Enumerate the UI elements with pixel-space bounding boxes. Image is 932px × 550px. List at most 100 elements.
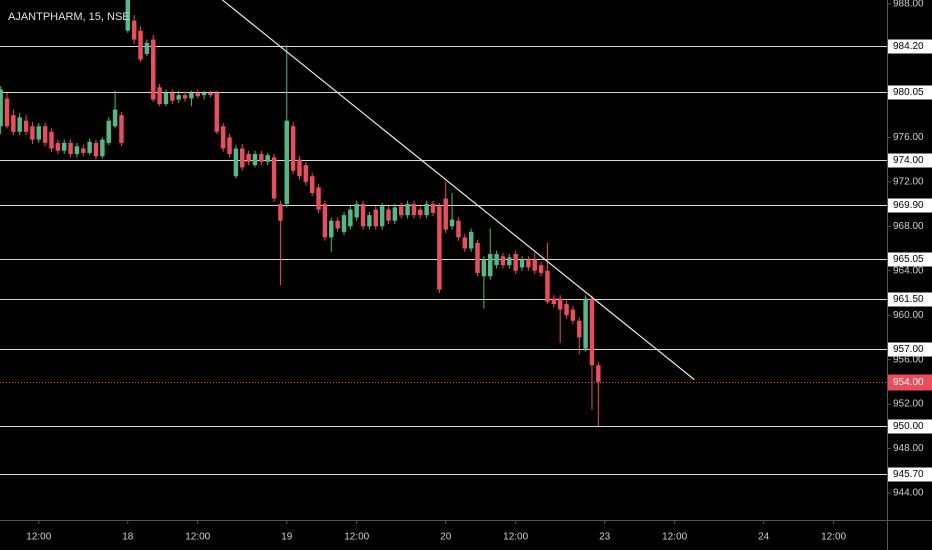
- y-tick-label: 960.00: [893, 310, 924, 321]
- candle-body: [100, 139, 105, 157]
- candle-body: [112, 109, 118, 127]
- candle-body: [526, 259, 531, 268]
- candle-body: [201, 92, 207, 96]
- candle-body: [551, 298, 557, 305]
- candle-body: [106, 120, 111, 143]
- level-label: 961.50: [893, 294, 924, 305]
- candle-body: [233, 148, 239, 177]
- x-tick-label: 18: [122, 532, 134, 543]
- level-label: 969.90: [893, 200, 924, 211]
- candle-body: [430, 204, 436, 213]
- y-tick-label: 968.00: [893, 221, 924, 232]
- candle-body: [55, 142, 61, 151]
- candle-body: [68, 142, 73, 155]
- candle-body: [373, 209, 379, 227]
- candle-body: [405, 204, 410, 216]
- candle-body: [322, 204, 328, 238]
- level-label-box: [888, 292, 932, 307]
- candle-body: [360, 204, 366, 227]
- candle-body: [252, 154, 258, 166]
- level-label-box: [888, 252, 932, 267]
- candle-body: [125, 0, 131, 31]
- level-label: 945.70: [893, 469, 924, 480]
- candle-body: [151, 39, 156, 100]
- candle-body: [195, 92, 200, 97]
- x-tick-label: 23: [599, 532, 611, 543]
- candle-body: [341, 215, 347, 232]
- candle-body: [583, 298, 588, 349]
- candle-body: [303, 165, 309, 182]
- candle-body: [144, 42, 150, 55]
- candle-body: [532, 259, 537, 271]
- level-label-box: [888, 198, 932, 213]
- x-tick-label: 12:00: [344, 532, 369, 543]
- level-label: 950.00: [893, 421, 924, 432]
- level-label: 957.00: [893, 344, 924, 355]
- level-label: 984.20: [893, 41, 924, 52]
- candle-body: [481, 259, 487, 277]
- trendline: [221, 0, 695, 381]
- candle-body: [131, 20, 137, 40]
- candle-body: [379, 206, 385, 227]
- last-price-box: [888, 374, 932, 391]
- candle-body: [93, 142, 99, 157]
- candle-body: [182, 95, 188, 99]
- y-tick-label: 976.00: [893, 132, 924, 143]
- y-tick-label: 948.00: [893, 443, 924, 454]
- candle-body: [49, 131, 54, 149]
- candle-body: [11, 115, 16, 132]
- candle-body: [74, 146, 80, 155]
- candle-body: [519, 259, 525, 268]
- candle-body: [163, 92, 169, 105]
- candle-body: [437, 206, 442, 290]
- candle-body: [81, 148, 86, 153]
- candle-body: [538, 265, 544, 273]
- x-tick-label: 24: [758, 532, 770, 543]
- last-price-label: 954.00: [893, 377, 924, 388]
- x-tick-label: 12:00: [26, 532, 51, 543]
- candle-body: [297, 159, 302, 177]
- candle-body: [468, 231, 474, 249]
- y-tick-label: 952.00: [893, 399, 924, 410]
- candle-body: [278, 204, 283, 221]
- candle-body: [214, 92, 220, 132]
- x-tick-label: 19: [281, 532, 293, 543]
- candle-body: [386, 209, 391, 221]
- candle-body: [265, 155, 270, 162]
- candle-body: [557, 298, 563, 310]
- candle-body: [392, 207, 398, 221]
- level-label-box: [888, 419, 932, 434]
- candle-body: [61, 142, 67, 151]
- candle-body: [189, 92, 194, 99]
- candle-body: [208, 92, 213, 96]
- candle-body: [564, 304, 569, 316]
- candle-body: [335, 220, 340, 229]
- candle-body: [494, 254, 499, 266]
- candle-body: [329, 220, 334, 238]
- candle-body: [367, 215, 372, 227]
- y-tick-label: 972.00: [893, 176, 924, 187]
- candle-body: [246, 154, 251, 162]
- x-tick-label: 20: [440, 532, 452, 543]
- level-label: 974.00: [893, 155, 924, 166]
- level-label-box: [888, 39, 932, 54]
- candle-body: [589, 298, 595, 366]
- level-label: 965.05: [893, 254, 924, 265]
- y-tick-label: 988.00: [893, 0, 924, 10]
- candle-body: [36, 126, 42, 140]
- candle-body: [4, 98, 10, 127]
- candle-body: [449, 219, 455, 227]
- chart-title: AJANTPHARM, 15, NSE: [8, 11, 130, 23]
- candle-body: [157, 87, 162, 105]
- candle-body: [0, 89, 3, 127]
- candle-body: [570, 309, 576, 321]
- candle-body: [507, 257, 512, 266]
- level-label-box: [888, 153, 932, 168]
- candle-body: [42, 126, 48, 143]
- candle-body: [30, 126, 35, 140]
- x-tick-label: 12:00: [662, 532, 687, 543]
- x-tick-label: 12:00: [503, 532, 528, 543]
- x-tick-label: 12:00: [185, 532, 210, 543]
